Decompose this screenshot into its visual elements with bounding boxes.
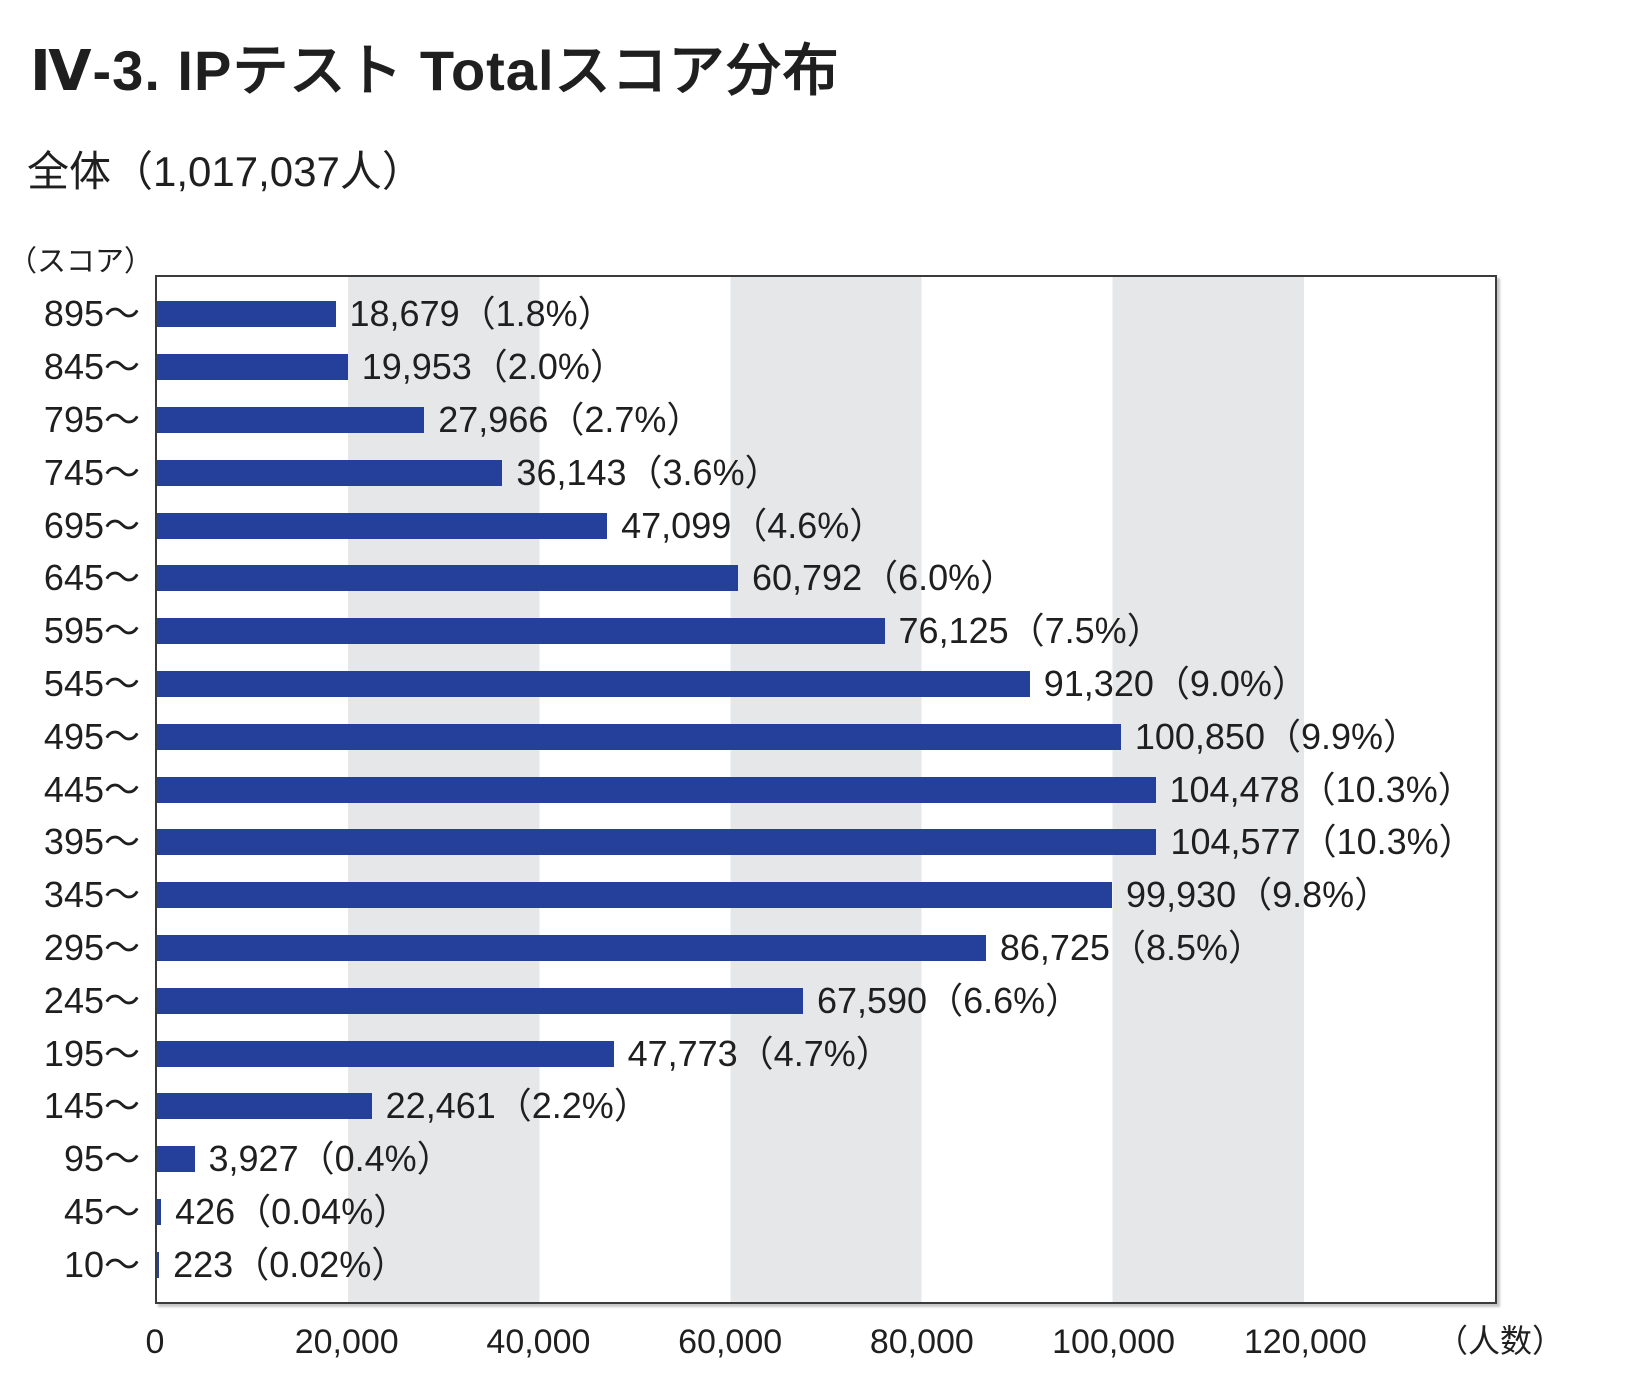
score-range-bar	[157, 987, 803, 1014]
chart-rows: 18,679（1.8%） 19,953（2.0%） 27,966（2.7%） 36,1…	[157, 277, 1495, 1302]
chart-row: 76,125（7.5%）	[157, 605, 1495, 658]
bar-value-label: 223（0.02%）	[173, 1243, 408, 1285]
chart-row: 18,679（1.8%）	[157, 288, 1495, 341]
bar-value-label: 18,679（1.8%）	[349, 293, 614, 335]
bar-value-label: 22,461（2.2%）	[385, 1085, 650, 1127]
x-axis-tick-label: 80,000	[869, 1323, 974, 1361]
chart-row: 104,577（10.3%）	[157, 816, 1495, 869]
score-range-label: 845〜	[43, 346, 140, 388]
chart-row: 86,725（8.5%）	[157, 922, 1495, 975]
bar-value-label: 19,953（2.0%）	[361, 346, 626, 388]
score-range-bar	[157, 1198, 162, 1225]
bar-value-label: 3,927（0.4%）	[208, 1138, 453, 1180]
chart-row: 104,478（10.3%）	[157, 763, 1495, 816]
score-range-label: 295〜	[43, 926, 140, 968]
bar-value-label: 27,966（2.7%）	[438, 398, 703, 440]
y-axis-labels: 895〜 845〜 795〜 745〜 695〜 645〜 595〜 545〜 495〜 445〜…	[0, 277, 140, 1302]
chart-row: 60,792（6.0%）	[157, 552, 1495, 605]
bar-chart-plot-area: 18,679（1.8%） 19,953（2.0%） 27,966（2.7%） 36,1…	[155, 275, 1497, 1304]
score-range-label: 695〜	[43, 504, 140, 546]
score-range-label: 195〜	[43, 1032, 140, 1074]
bar-value-label: 47,099（4.6%）	[621, 504, 886, 546]
x-axis-tick-labels: 0 20,000 40,000 60,000 80,000 100,000 120,000	[146, 1322, 1497, 1366]
x-axis-tick-label: 20,000	[294, 1323, 399, 1361]
bar-value-label: 76,125（7.5%）	[898, 610, 1163, 652]
chart-row: 22,461（2.2%）	[157, 1080, 1495, 1133]
score-range-bar	[157, 354, 348, 381]
score-range-bar	[157, 618, 885, 645]
chart-row: 3,927（0.4%）	[157, 1133, 1495, 1186]
x-axis-tick-label: 0	[145, 1323, 165, 1361]
score-range-bar	[157, 1146, 195, 1173]
score-range-label: 595〜	[43, 610, 140, 652]
people-count-axis-unit-label: （人数）	[1435, 1323, 1565, 1359]
bar-value-label: 100,850（9.9%）	[1134, 715, 1420, 757]
chart-row: 91,320（9.0%）	[157, 658, 1495, 711]
x-axis-tick-label: 100,000	[1052, 1323, 1176, 1361]
score-range-bar	[157, 829, 1157, 856]
bar-value-label: 86,725（8.5%）	[999, 926, 1264, 968]
score-range-label: 645〜	[43, 557, 140, 599]
score-range-bar	[157, 406, 425, 433]
bar-value-label: 47,773（4.7%）	[627, 1032, 892, 1074]
chart-row: 27,966（2.7%）	[157, 394, 1495, 447]
score-range-bar	[157, 512, 608, 539]
score-range-bar	[157, 565, 738, 592]
bar-value-label: 60,792（6.0%）	[751, 557, 1017, 599]
score-range-label: 145〜	[43, 1085, 140, 1127]
bar-value-label: 426（0.04%）	[175, 1190, 410, 1232]
score-range-bar	[157, 1251, 160, 1278]
score-range-label: 395〜	[43, 821, 140, 863]
score-range-label: 495〜	[43, 715, 140, 757]
chart-row: 47,773（4.7%）	[157, 1027, 1495, 1080]
score-range-bar	[157, 776, 1156, 803]
chart-row: 223（0.02%）	[157, 1238, 1495, 1291]
score-range-label: 245〜	[43, 979, 140, 1021]
chart-row: 19,953（2.0%）	[157, 341, 1495, 394]
score-range-label: 345〜	[43, 874, 140, 916]
x-axis-tick-label: 40,000	[486, 1323, 591, 1361]
chart-row: 99,930（9.8%）	[157, 869, 1495, 922]
x-axis-tick-label: 120,000	[1243, 1323, 1367, 1361]
population-subtitle: 全体（1,017,037人）	[27, 148, 424, 195]
score-range-bar	[157, 1093, 372, 1120]
bar-value-label: 67,590（6.6%）	[816, 979, 1082, 1021]
score-range-bar	[157, 934, 986, 961]
score-range-label: 795〜	[43, 398, 140, 440]
score-range-label: 445〜	[43, 768, 140, 810]
score-range-label: 895〜	[43, 293, 140, 335]
score-range-label: 45〜	[63, 1190, 140, 1232]
bar-value-label: 104,577（10.3%）	[1170, 821, 1475, 863]
page-title: Ⅳ-3. IPテスト Totalスコア分布	[30, 39, 840, 102]
score-range-bar	[157, 459, 503, 486]
score-range-bar	[157, 882, 1113, 909]
score-range-label: 95〜	[63, 1138, 140, 1180]
bar-value-label: 99,930（9.8%）	[1126, 874, 1391, 916]
score-range-label: 545〜	[43, 662, 140, 704]
bar-value-label: 104,478（10.3%）	[1169, 768, 1474, 810]
bar-value-label: 36,143（3.6%）	[516, 451, 781, 493]
score-range-bar	[157, 723, 1121, 750]
score-range-bar	[157, 1040, 614, 1067]
chart-row: 67,590（6.6%）	[157, 974, 1495, 1027]
x-axis-tick-label: 60,000	[678, 1323, 783, 1361]
score-range-bar	[157, 670, 1030, 697]
bar-value-label: 91,320（9.0%）	[1043, 662, 1308, 704]
chart-row: 36,143（3.6%）	[157, 446, 1495, 499]
score-range-label: 10〜	[63, 1243, 140, 1285]
chart-row: 100,850（9.9%）	[157, 710, 1495, 763]
score-range-bar	[157, 301, 336, 328]
score-axis-unit-label: （スコア）	[8, 246, 154, 278]
chart-row: 426（0.04%）	[157, 1186, 1495, 1239]
chart-row: 47,099（4.6%）	[157, 499, 1495, 552]
score-range-label: 745〜	[43, 451, 140, 493]
